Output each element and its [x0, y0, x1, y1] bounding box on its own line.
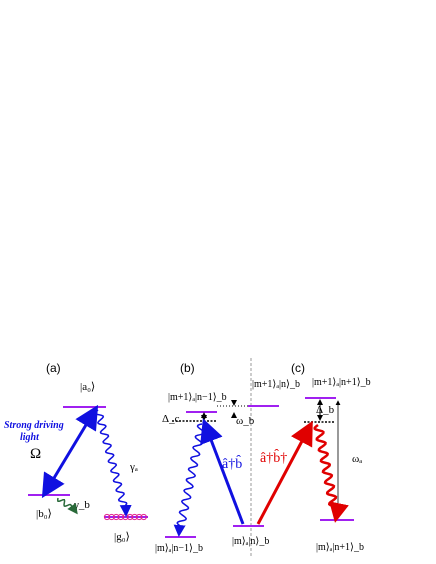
operator-label: â†b̂	[222, 455, 242, 472]
drive-label: light	[20, 432, 40, 443]
pump-arrow	[256, 420, 313, 525]
emission	[313, 423, 349, 523]
level-label: |m⟩ₐ|n+1⟩_b	[316, 542, 364, 553]
detuning-label: Δ_c	[162, 413, 180, 425]
panel-label: (b)	[180, 361, 195, 375]
atom	[136, 513, 143, 521]
emission	[94, 409, 132, 517]
level-label: |m+1⟩ₐ|n+1⟩_b	[312, 377, 371, 388]
atom-cloud	[103, 513, 147, 521]
omega-label: ω_b	[236, 415, 255, 427]
drive-arrow	[41, 404, 99, 499]
atom	[103, 513, 111, 521]
atom	[113, 513, 120, 521]
level-label: |a₀⟩	[80, 381, 95, 393]
decay-label: γₐ	[129, 461, 138, 473]
decay-label: γ_b	[73, 499, 90, 511]
emissions	[56, 409, 349, 537]
pump-arrow	[200, 418, 245, 525]
level-label: |b₀⟩	[36, 508, 52, 520]
detuning-label: Δ_b	[316, 404, 335, 416]
level-label: |m+1⟩ₐ|n⟩_b	[252, 379, 300, 390]
drive-label: Strong driving	[4, 420, 64, 431]
emission	[173, 423, 206, 537]
rabi-label: Ω	[30, 446, 41, 462]
level-label: |g₀⟩	[114, 531, 130, 543]
atom	[131, 513, 138, 521]
emission	[56, 497, 78, 515]
level-label: |m⟩ₐ|n⟩_b	[232, 536, 269, 547]
omega-label: ωₐ	[352, 453, 362, 465]
atom	[140, 513, 147, 521]
panel-label: (c)	[291, 361, 305, 375]
level-label: |m⟩ₐ|n−1⟩_b	[155, 543, 203, 554]
level-label: |m+1⟩ₐ|n−1⟩_b	[168, 392, 227, 403]
panel-label: (a)	[46, 361, 61, 375]
operator-label: â†b̂†	[260, 449, 287, 466]
atom	[108, 513, 115, 521]
